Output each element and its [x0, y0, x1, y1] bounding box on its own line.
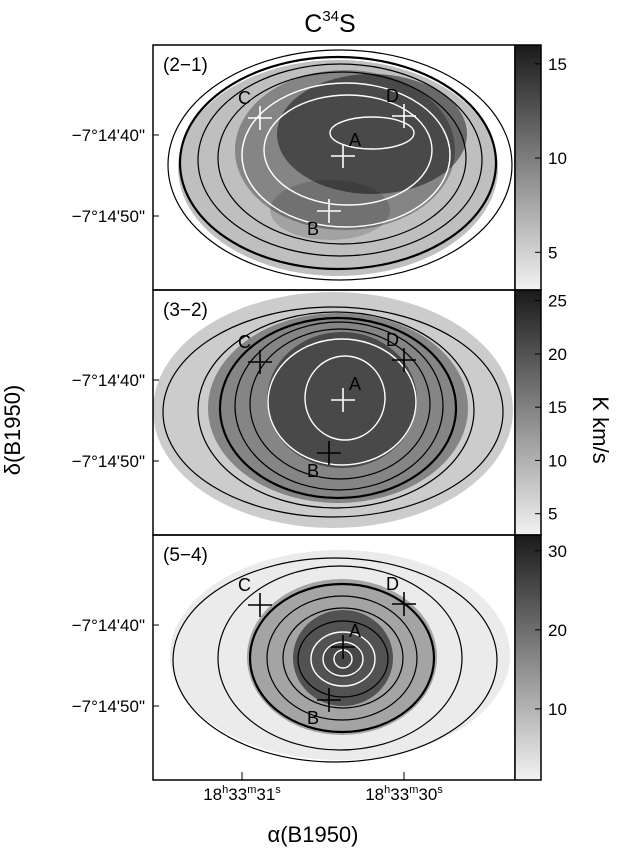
contour-4	[266, 595, 418, 721]
colorbar-tick-label-20: 20	[548, 345, 567, 364]
source-label-B: B	[307, 219, 319, 239]
source-label-D: D	[386, 574, 399, 594]
panel-3: A B C D 10 20 30 (5−4) −7°14'40" −7°14'50"	[72, 534, 567, 781]
y-tick-label-1-2: −7°14'50"	[72, 207, 145, 226]
colorbar-3	[514, 534, 542, 781]
x-axis-label: α(B1950)	[268, 822, 359, 847]
source-label-C: C	[238, 332, 251, 352]
contour-7	[304, 355, 386, 441]
colorbar-tick-label-30: 30	[548, 542, 567, 561]
x-tick-label-0: 18h33m31s	[203, 784, 281, 804]
panel-2: A B C D 5 10 15 20 25 (3−2) −7°14'40" −7°14'50"	[72, 289, 567, 536]
contour-2	[217, 565, 463, 751]
colorbar-label: K km/s	[588, 396, 613, 463]
contour-3	[197, 63, 483, 257]
colorbar-tick-label-5: 5	[548, 505, 557, 524]
y-tick-label-3-1: −7°14'40"	[72, 616, 145, 635]
source-label-B: B	[307, 461, 319, 481]
figure-title: C34S	[304, 8, 355, 38]
contour-5	[282, 607, 404, 709]
contour-5	[249, 328, 431, 480]
contour-7	[329, 116, 415, 150]
contour-2	[178, 55, 498, 271]
colorbar-tick-label-10: 10	[548, 149, 567, 168]
transition-label-2: (3−2)	[163, 300, 208, 321]
intensity-map-3: A B C D	[170, 550, 510, 763]
contour-6	[267, 338, 417, 466]
source-label-D: D	[386, 86, 399, 106]
colorbar-tick-label-10: 10	[548, 700, 567, 719]
transition-label-1: (2−1)	[163, 55, 208, 76]
source-label-A: A	[349, 130, 361, 150]
y-tick-label-2-1: −7°14'40"	[72, 371, 145, 390]
colorbar-tick-label-20: 20	[548, 621, 567, 640]
contour-7	[310, 631, 376, 687]
contour-3	[218, 316, 458, 500]
source-label-A: A	[349, 374, 361, 394]
contour-1	[162, 306, 504, 518]
contour-4	[217, 71, 467, 245]
contour-6	[263, 94, 433, 206]
emission-level-1	[178, 60, 498, 276]
colorbar-1	[514, 44, 542, 291]
colorbar-tick-label-25: 25	[548, 292, 567, 311]
colorbar-tick-label-10: 10	[548, 451, 567, 470]
source-label-C: C	[238, 575, 251, 595]
y-tick-label-1-1: −7°14'40"	[72, 126, 145, 145]
source-label-D: D	[386, 330, 399, 350]
y-tick-label-2-2: −7°14'50"	[72, 452, 145, 471]
colorbar-tick-label-5: 5	[548, 243, 557, 262]
y-tick-label-3-2: −7°14'50"	[72, 697, 145, 716]
contour-6	[297, 620, 389, 698]
colorbar-tick-label-15: 15	[548, 55, 567, 74]
emission-level-1	[153, 292, 513, 528]
y-axis-label: δ(B1950)	[0, 385, 25, 476]
source-label-A: A	[349, 621, 361, 641]
intensity-map-2: A B C D	[153, 292, 513, 528]
intensity-map-1: A B C D	[167, 49, 513, 281]
x-tick-label-1: 18h33m30s	[365, 784, 443, 804]
contour-5	[241, 82, 451, 228]
transition-label-3: (5−4)	[163, 545, 208, 566]
map-panels: A B C D 5 10 15 (2−1) −7°14'40" −7°14'50" A B C D 5 10 1…	[72, 44, 567, 781]
contour-4	[234, 321, 444, 491]
panel-1: A B C D 5 10 15 (2−1) −7°14'40" −7°14'50"	[72, 44, 567, 291]
contour-1	[167, 49, 513, 281]
source-label-B: B	[307, 708, 319, 728]
source-label-C: C	[238, 88, 251, 108]
colorbar-tick-label-15: 15	[548, 398, 567, 417]
contour-3	[248, 582, 436, 734]
colorbar-2	[514, 289, 542, 536]
contour-2	[197, 311, 475, 509]
contour-1	[172, 557, 498, 763]
